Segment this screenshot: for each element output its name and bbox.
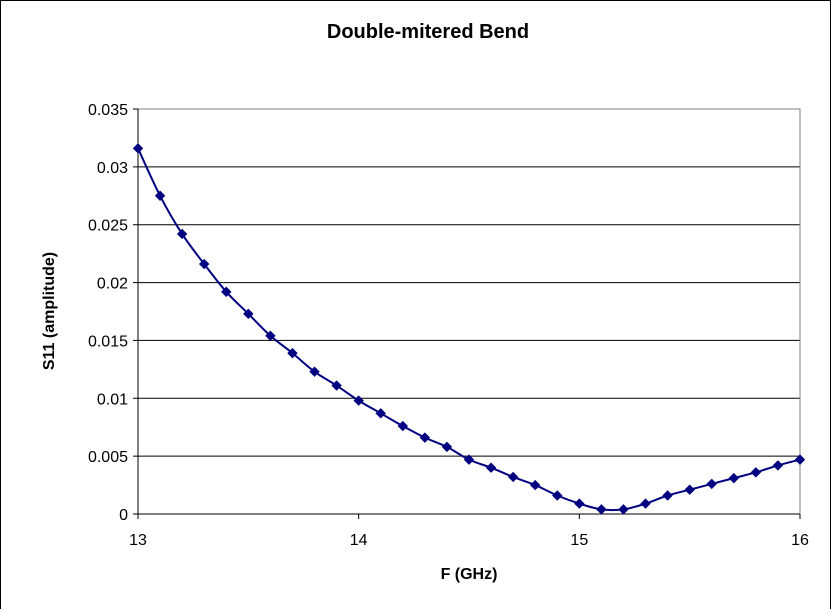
data-point-marker (728, 472, 740, 484)
data-point-marker (684, 484, 695, 495)
data-point-marker (750, 467, 762, 478)
data-point-marker (375, 408, 386, 419)
y-axis-title: S11 (amplitude) (41, 252, 58, 370)
y-tick-label: 0.01 (97, 391, 128, 408)
data-point-marker (662, 490, 673, 501)
data-point-marker (640, 498, 651, 509)
data-point-marker (265, 330, 276, 342)
data-point-marker (221, 286, 232, 298)
y-tick-label: 0.025 (88, 218, 128, 235)
data-point-marker (353, 395, 364, 406)
data-point-marker (287, 347, 298, 359)
data-point-marker (397, 420, 409, 432)
data-point-marker (154, 190, 166, 201)
y-tick-label: 0.035 (88, 102, 128, 119)
x-axis-title: F (GHz) (441, 566, 498, 583)
y-tick-label: 0.015 (88, 333, 128, 350)
data-point-marker (198, 258, 210, 270)
x-axis-ticks: 13 14 15 16 (129, 514, 809, 549)
data-point-marker (243, 308, 254, 320)
plot-area (137, 108, 801, 515)
chart-title: Double-mitered Bend (327, 21, 529, 43)
y-tick-label: 0 (119, 507, 128, 524)
data-point-marker (529, 479, 541, 491)
y-tick-label: 0.02 (97, 276, 128, 293)
data-point-marker (574, 498, 585, 509)
data-point-marker (485, 462, 497, 473)
x-tick-label: 13 (129, 532, 147, 549)
y-tick-label: 0.03 (97, 160, 128, 177)
x-tick-label: 14 (350, 532, 368, 549)
data-point-marker (309, 366, 320, 377)
y-axis-ticks: 0 0.005 0.01 0.015 0.02 0.025 0.03 0.035 (88, 102, 138, 524)
series-markers (132, 143, 806, 515)
data-point-marker (618, 504, 629, 515)
data-point-marker (706, 478, 717, 490)
data-point-marker (176, 228, 188, 240)
data-point-marker (596, 504, 607, 515)
data-point-marker (419, 432, 431, 443)
data-point-marker (794, 454, 806, 465)
y-tick-label: 0.005 (88, 449, 128, 466)
data-point-marker (552, 490, 563, 501)
data-point-marker (463, 454, 475, 465)
data-point-marker (772, 460, 784, 471)
data-point-marker (132, 143, 144, 154)
x-tick-label: 16 (791, 532, 809, 549)
data-point-marker (441, 441, 453, 453)
data-point-marker (331, 380, 342, 391)
data-point-marker (507, 471, 519, 483)
x-tick-label: 15 (570, 532, 588, 549)
gridlines (138, 166, 800, 457)
